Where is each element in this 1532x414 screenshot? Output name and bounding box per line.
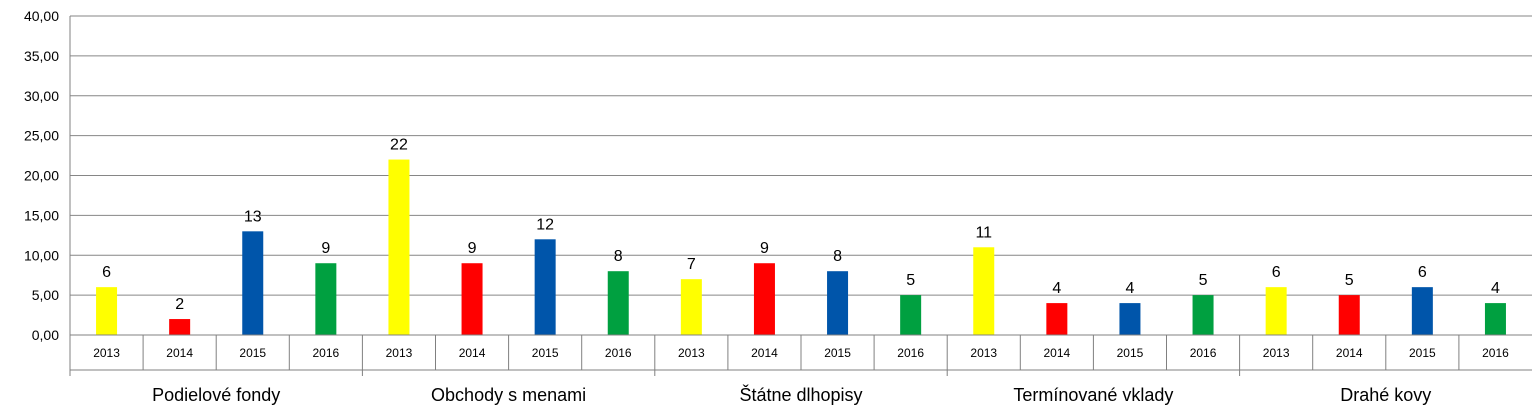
x-tick-label: 2016 [897, 346, 924, 360]
x-tick-label: 2013 [93, 346, 120, 360]
group-label: Podielové fondy [152, 385, 280, 405]
x-tick-label: 2015 [239, 346, 266, 360]
data-label: 8 [614, 248, 623, 265]
data-label: 6 [1272, 264, 1281, 281]
x-axis: 2013 2014 2015 2016 2013 2014 2015 2016 2013 2014… [70, 334, 1532, 405]
group-label: Drahé kovy [1340, 385, 1431, 405]
data-label: 12 [536, 216, 554, 233]
bar [1411, 287, 1433, 335]
bar [534, 239, 556, 335]
bar [1338, 295, 1360, 335]
data-label: 22 [390, 137, 408, 154]
x-tick-label: 2013 [678, 346, 705, 360]
y-axis: 0,00 5,00 10,00 15,00 20,00 25,00 30,00 35,00 40… [24, 8, 71, 376]
bar [96, 287, 118, 335]
bar [1192, 295, 1214, 335]
x-tick-label: 2013 [386, 346, 413, 360]
bar [388, 159, 410, 335]
x-tick-label: 2014 [751, 346, 778, 360]
y-tick-label: 10,00 [24, 247, 59, 263]
data-label: 6 [102, 264, 111, 281]
x-tick-label: 2015 [1409, 346, 1436, 360]
y-tick-label: 25,00 [24, 128, 59, 144]
bar [607, 271, 629, 335]
y-tick-label: 15,00 [24, 207, 59, 223]
bar [1265, 287, 1287, 335]
x-tick-label: 2015 [824, 346, 851, 360]
y-tick-label: 20,00 [24, 168, 59, 184]
bar [1484, 303, 1506, 335]
bar [242, 231, 264, 335]
bar [169, 319, 191, 335]
x-tick-label: 2014 [1043, 346, 1070, 360]
x-tick-label: 2016 [605, 346, 632, 360]
data-label: 7 [687, 256, 696, 273]
bar [315, 263, 337, 335]
data-label: 11 [975, 224, 992, 241]
y-tick-label: 35,00 [24, 48, 59, 64]
data-label: 4 [1125, 280, 1134, 297]
y-tick-label: 40,00 [24, 8, 59, 24]
x-tick-label: 2016 [312, 346, 339, 360]
group-label: Štátne dlhopisy [739, 384, 862, 405]
bars: 6 2 13 9 22 9 12 8 7 9 8 5 11 4 4 5 6 5 6 4 [96, 137, 1506, 335]
bar [973, 247, 995, 335]
x-tick-label: 2014 [1336, 346, 1363, 360]
x-tick-label: 2016 [1482, 346, 1509, 360]
data-label: 8 [833, 248, 842, 265]
x-tick-label: 2013 [970, 346, 997, 360]
data-label: 9 [760, 240, 769, 257]
data-label: 4 [1491, 280, 1500, 297]
y-tick-label: 0,00 [32, 327, 59, 343]
data-label: 6 [1418, 264, 1427, 281]
data-label: 2 [175, 296, 184, 313]
x-tick-label: 2015 [532, 346, 559, 360]
bar [461, 263, 483, 335]
bar [827, 271, 849, 335]
x-tick-label: 2015 [1117, 346, 1144, 360]
y-tick-label: 30,00 [24, 88, 59, 104]
data-label: 5 [906, 272, 915, 289]
bar [1046, 303, 1068, 335]
data-label: 13 [244, 208, 262, 225]
data-label: 9 [468, 240, 477, 257]
group-label: Obchody s menami [431, 385, 586, 405]
group-label: Termínované vklady [1013, 385, 1173, 405]
x-tick-label: 2014 [166, 346, 193, 360]
bar [900, 295, 922, 335]
data-label: 9 [321, 240, 330, 257]
data-label: 5 [1345, 272, 1354, 289]
bar [753, 263, 775, 335]
y-tick-label: 5,00 [32, 287, 59, 303]
x-tick-label: 2016 [1190, 346, 1217, 360]
x-tick-label: 2014 [459, 346, 486, 360]
x-tick-label: 2013 [1263, 346, 1290, 360]
bar [680, 279, 702, 335]
data-label: 4 [1052, 280, 1061, 297]
data-label: 5 [1199, 272, 1208, 289]
gridlines [70, 15, 1532, 296]
bar [1119, 303, 1141, 335]
